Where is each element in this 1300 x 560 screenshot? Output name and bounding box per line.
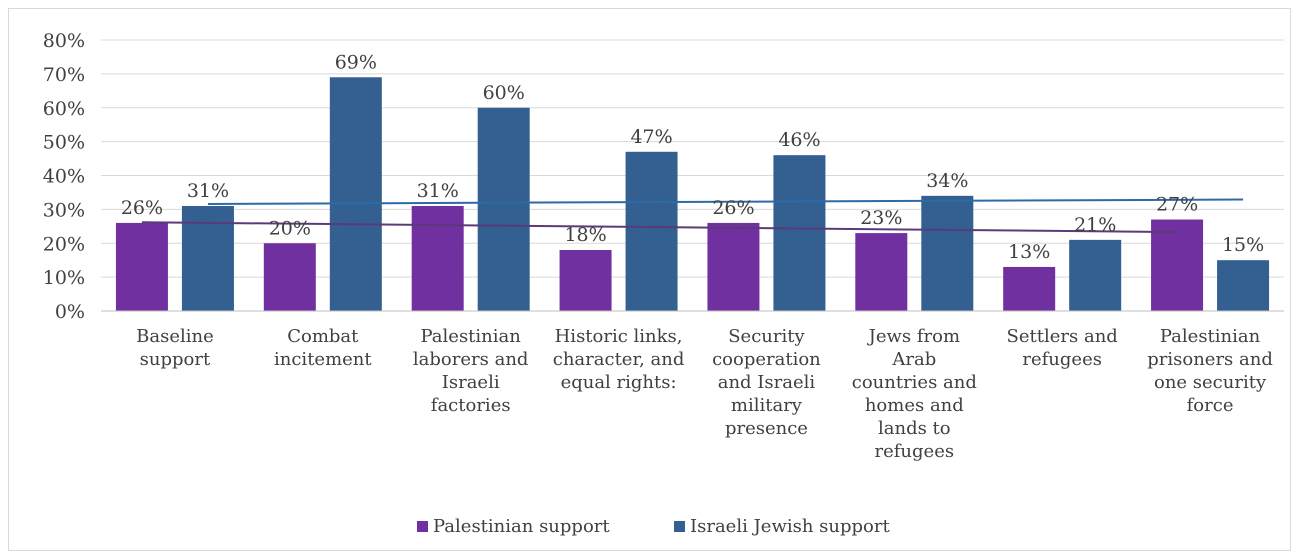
trendline — [207, 198, 1244, 205]
category-label-line: Settlers and — [1007, 326, 1118, 347]
category-label-line: laborers and — [413, 349, 529, 370]
legend-swatch — [417, 521, 428, 532]
category-label-line: and Israeli — [718, 372, 816, 393]
category-label-line: Baseline — [136, 326, 214, 347]
category-label-line: character, and — [553, 349, 685, 370]
category-label-line: one security — [1154, 372, 1267, 393]
category-label: Settlers and refugees — [1007, 326, 1118, 370]
legend-swatch — [674, 521, 685, 532]
data-label: 15% — [1222, 234, 1264, 256]
y-tick-label: 0% — [55, 301, 85, 323]
trendlines — [141, 198, 1244, 234]
bar — [1151, 219, 1204, 311]
data-label: 31% — [417, 180, 459, 202]
category-label-line: Combat — [287, 326, 359, 347]
bar — [1003, 266, 1056, 311]
category-label: Palestinian prisoners and one security forc… — [1147, 326, 1273, 416]
legend-label: Palestinian support — [433, 516, 610, 537]
category-label-line: incitement — [274, 349, 372, 370]
category-label: Combat incitement — [274, 326, 372, 370]
legend-label: Israeli Jewish support — [690, 516, 890, 537]
y-tick-label: 30% — [43, 199, 85, 221]
category-label-line: support — [140, 349, 211, 370]
category-label-line: Security — [728, 326, 805, 347]
y-tick-label: 10% — [43, 267, 85, 289]
category-label-line: force — [1187, 395, 1234, 416]
category-label: Security cooperation and Israeli military pr… — [712, 326, 821, 439]
y-axis-ticks: 0% 10% 20% 30% 40% 50% 60% 70% 80% — [43, 30, 85, 323]
bar — [263, 243, 316, 311]
category-label-line: military — [731, 395, 803, 416]
category-label-line: Palestinian — [1160, 326, 1261, 347]
category-label-line: equal rights: — [561, 372, 677, 393]
category-label-line: homes and — [865, 395, 964, 416]
category-label-line: Israeli — [442, 372, 500, 393]
data-label: 23% — [860, 207, 902, 229]
y-tick-label: 70% — [43, 64, 85, 86]
bar — [1069, 239, 1122, 311]
y-tick-label: 20% — [43, 233, 85, 255]
category-label-line: cooperation — [712, 349, 821, 370]
bar — [477, 107, 530, 311]
bars — [115, 77, 1270, 311]
data-label: 69% — [335, 51, 377, 73]
category-label-line: Jews from — [867, 326, 960, 347]
y-tick-label: 60% — [43, 98, 85, 120]
y-tick-label: 80% — [43, 30, 85, 52]
bar — [115, 222, 168, 311]
bar — [559, 250, 612, 311]
category-label-line: refugees — [875, 441, 955, 462]
category-label-line: lands to — [878, 418, 951, 439]
category-label-line: prisoners and — [1147, 349, 1273, 370]
data-label: 31% — [187, 180, 229, 202]
category-label-line: countries and — [852, 372, 977, 393]
category-label-line: Arab — [891, 349, 936, 370]
legend: Palestinian support Israeli Jewish suppor… — [417, 516, 890, 537]
category-label-line: factories — [431, 395, 511, 416]
bar — [625, 151, 678, 311]
trendline — [141, 221, 1178, 234]
y-tick-label: 40% — [43, 166, 85, 188]
data-label: 26% — [121, 197, 163, 219]
bar-chart: 0% 10% 20% 30% 40% 50% 60% 70% 80% 26% 31% 20% 69% 3… — [43, 30, 1284, 537]
data-label: 47% — [630, 126, 672, 148]
data-label: 20% — [269, 217, 311, 239]
chart-frame: 0% 10% 20% 30% 40% 50% 60% 70% 80% 26% 31% 20% 69% 3… — [8, 8, 1291, 551]
category-label-line: presence — [725, 418, 808, 439]
data-label: 60% — [483, 82, 525, 104]
data-label: 34% — [926, 170, 968, 192]
data-label: 26% — [712, 197, 754, 219]
category-label-line: Historic links, — [555, 326, 683, 347]
category-label: Jews from Arab countries and homes and lands… — [852, 326, 977, 462]
category-label: Palestinian laborers and Israeli factories — [413, 326, 529, 416]
bar — [921, 195, 974, 311]
data-label: 27% — [1156, 194, 1198, 216]
category-label: Historic links, character, and equal right… — [553, 326, 685, 393]
bar — [707, 222, 760, 311]
data-label: 21% — [1074, 214, 1116, 236]
data-labels: 26% 31% 20% 69% 31% 60% 18% 47% 26% 46% 23% 34% 13% 2… — [121, 51, 1264, 263]
data-label: 18% — [564, 224, 606, 246]
category-label-line: refugees — [1022, 349, 1102, 370]
data-label: 46% — [778, 129, 820, 151]
bar — [1217, 260, 1270, 311]
bar — [773, 155, 826, 311]
bar — [411, 205, 464, 311]
data-label: 13% — [1008, 241, 1050, 263]
bar — [329, 77, 382, 311]
y-tick-label: 50% — [43, 132, 85, 154]
bar — [855, 233, 908, 311]
category-labels: Baseline support Combat incitement Palestini… — [136, 326, 1273, 462]
category-label-line: Palestinian — [421, 326, 522, 347]
category-label: Baseline support — [136, 326, 214, 370]
